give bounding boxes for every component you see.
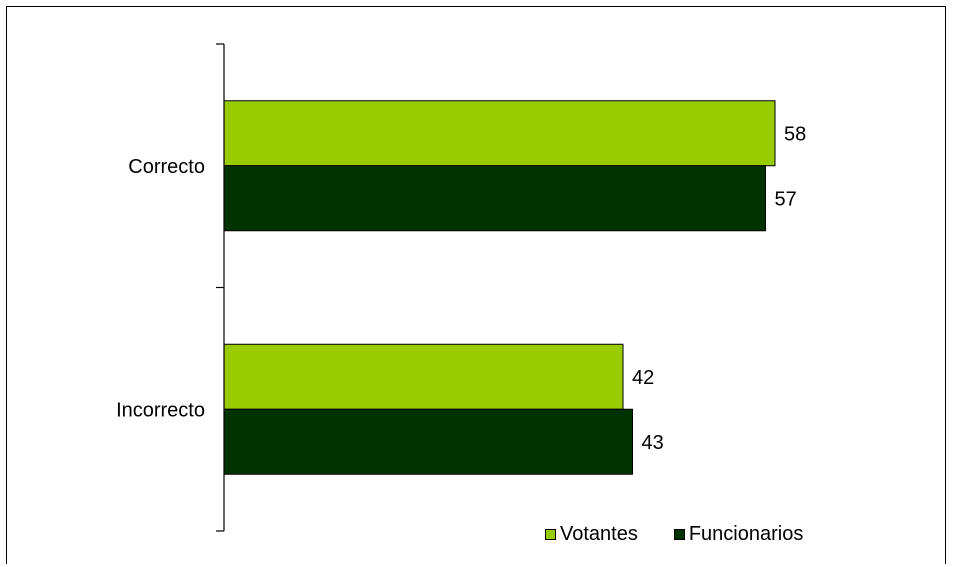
legend-item-funcionarios: Funcionarios xyxy=(673,522,804,546)
bar-votantes-incorrecto xyxy=(223,343,624,410)
legend-swatch-votantes xyxy=(545,528,556,540)
legend-label-votantes: Votantes xyxy=(560,522,638,545)
data-label-votantes-correcto: 58 xyxy=(784,123,806,145)
legend-swatch-funcionarios xyxy=(673,528,685,540)
category-label-correcto: Correcto xyxy=(128,156,205,178)
bar-funcionarios-correcto xyxy=(223,165,766,232)
data-label-votantes-incorrecto: 42 xyxy=(632,367,654,389)
legend: Votantes Funcionarios xyxy=(545,521,803,547)
legend-item-votantes: Votantes xyxy=(545,523,638,546)
bar-funcionarios-incorrecto xyxy=(223,408,633,475)
data-label-funcionarios-incorrecto: 43 xyxy=(642,432,664,454)
legend-label-funcionarios: Funcionarios xyxy=(688,522,804,545)
data-label-funcionarios-correcto: 57 xyxy=(775,188,797,210)
category-label-incorrecto: Incorrecto xyxy=(116,399,205,421)
bar-votantes-correcto xyxy=(223,100,776,167)
